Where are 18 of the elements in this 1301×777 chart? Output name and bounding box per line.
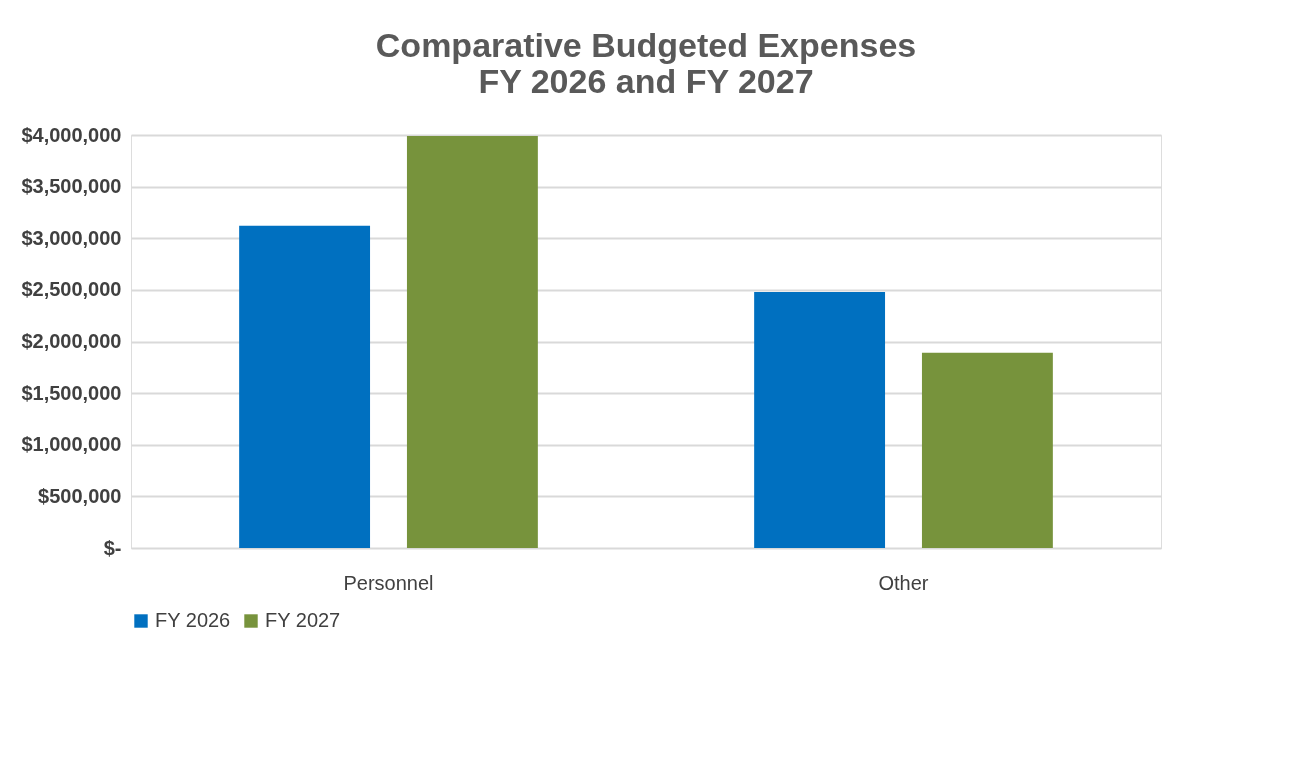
y-tick-label: $3,500,000 bbox=[21, 175, 122, 198]
bar bbox=[754, 291, 886, 548]
x-tick-label: Other bbox=[878, 571, 929, 594]
y-tick-label: $4,000,000 bbox=[21, 123, 122, 146]
x-tick-label: Personnel bbox=[343, 571, 434, 594]
bar bbox=[239, 225, 371, 548]
y-tick-label: $2,500,000 bbox=[21, 278, 122, 301]
y-tick-label: $- bbox=[103, 536, 122, 559]
y-tick-label: $500,000 bbox=[38, 484, 122, 507]
y-tick-label: $1,000,000 bbox=[21, 433, 122, 456]
text: Comparative Budgeted Expenses bbox=[375, 26, 917, 64]
bar bbox=[921, 352, 1053, 548]
y-tick-label: $3,000,000 bbox=[21, 226, 122, 249]
bar bbox=[406, 136, 538, 548]
y-tick-label: $2,000,000 bbox=[21, 330, 122, 352]
y-tick-label: $1,500,000 bbox=[21, 381, 122, 404]
legend-label: FY 2026 bbox=[155, 609, 231, 631]
legend-label: FY 2027 bbox=[265, 609, 341, 631]
